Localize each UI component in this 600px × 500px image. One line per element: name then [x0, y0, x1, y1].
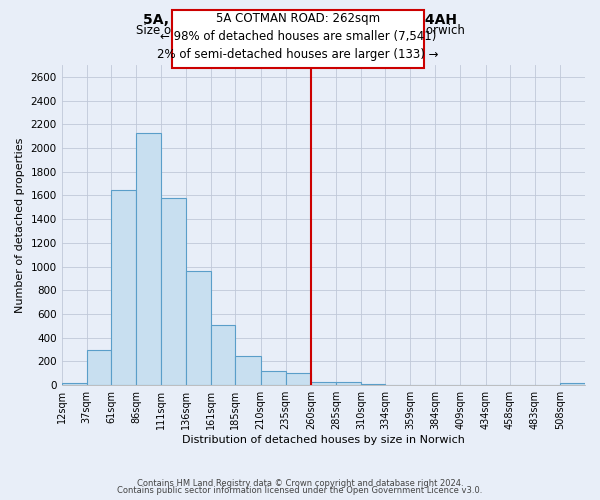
- Bar: [186, 272, 211, 385]
- Text: 5A COTMAN ROAD: 262sqm
← 98% of detached houses are smaller (7,541)
2% of semi-d: 5A COTMAN ROAD: 262sqm ← 98% of detached…: [157, 12, 439, 60]
- Text: Size of property relative to detached houses in Norwich: Size of property relative to detached ho…: [136, 24, 464, 37]
- Bar: [410, 384, 436, 385]
- Text: Contains HM Land Registry data © Crown copyright and database right 2024.: Contains HM Land Registry data © Crown c…: [137, 478, 463, 488]
- Bar: [235, 356, 260, 385]
- Text: 5A, COTMAN ROAD, NORWICH, NR1 4AH: 5A, COTMAN ROAD, NORWICH, NR1 4AH: [143, 12, 457, 26]
- Bar: [111, 190, 136, 385]
- Bar: [260, 371, 286, 385]
- Bar: [485, 384, 509, 385]
- Bar: [509, 384, 535, 385]
- Bar: [161, 198, 186, 385]
- Bar: [535, 384, 560, 385]
- Bar: [560, 383, 585, 385]
- Y-axis label: Number of detached properties: Number of detached properties: [15, 138, 25, 313]
- Bar: [211, 326, 235, 385]
- Bar: [361, 384, 385, 385]
- X-axis label: Distribution of detached houses by size in Norwich: Distribution of detached houses by size …: [182, 435, 465, 445]
- Text: Contains public sector information licensed under the Open Government Licence v3: Contains public sector information licen…: [118, 486, 482, 495]
- Bar: [311, 382, 336, 385]
- Bar: [136, 132, 161, 385]
- Bar: [436, 384, 460, 385]
- Bar: [62, 383, 87, 385]
- Bar: [286, 374, 311, 385]
- Bar: [460, 384, 485, 385]
- Bar: [336, 382, 361, 385]
- Bar: [385, 384, 410, 385]
- Bar: [87, 350, 111, 385]
